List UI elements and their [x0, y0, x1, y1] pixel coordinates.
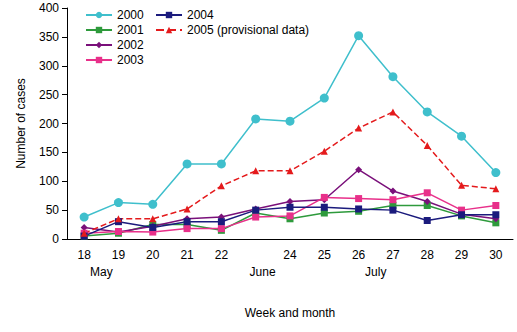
svg-text:24: 24 [283, 248, 297, 262]
svg-text:100: 100 [39, 174, 59, 188]
svg-text:May: May [90, 265, 113, 279]
svg-text:300: 300 [39, 59, 59, 73]
svg-text:25: 25 [318, 248, 332, 262]
svg-text:26: 26 [352, 248, 366, 262]
svg-text:22: 22 [215, 248, 229, 262]
svg-text:Week and month: Week and month [245, 306, 336, 320]
svg-text:28: 28 [421, 248, 435, 262]
svg-text:200: 200 [39, 117, 59, 131]
svg-text:19: 19 [112, 248, 126, 262]
svg-text:18: 18 [77, 248, 91, 262]
svg-text:July: July [365, 265, 386, 279]
svg-text:2003: 2003 [117, 53, 144, 67]
svg-text:21: 21 [180, 248, 194, 262]
svg-text:27: 27 [386, 248, 400, 262]
svg-text:2004: 2004 [187, 8, 214, 22]
svg-text:350: 350 [39, 30, 59, 44]
svg-text:June: June [250, 265, 276, 279]
svg-text:29: 29 [455, 248, 469, 262]
svg-text:2000: 2000 [117, 8, 144, 22]
svg-text:0: 0 [52, 232, 59, 246]
svg-text:20: 20 [146, 248, 160, 262]
svg-text:30: 30 [489, 248, 503, 262]
svg-text:2001: 2001 [117, 23, 144, 37]
svg-text:2002: 2002 [117, 38, 144, 52]
svg-text:400: 400 [39, 1, 59, 15]
svg-text:Number of cases: Number of cases [14, 78, 28, 169]
svg-text:2005 (provisional data): 2005 (provisional data) [187, 23, 309, 37]
svg-text:150: 150 [39, 145, 59, 159]
svg-text:250: 250 [39, 88, 59, 102]
svg-text:50: 50 [46, 203, 60, 217]
